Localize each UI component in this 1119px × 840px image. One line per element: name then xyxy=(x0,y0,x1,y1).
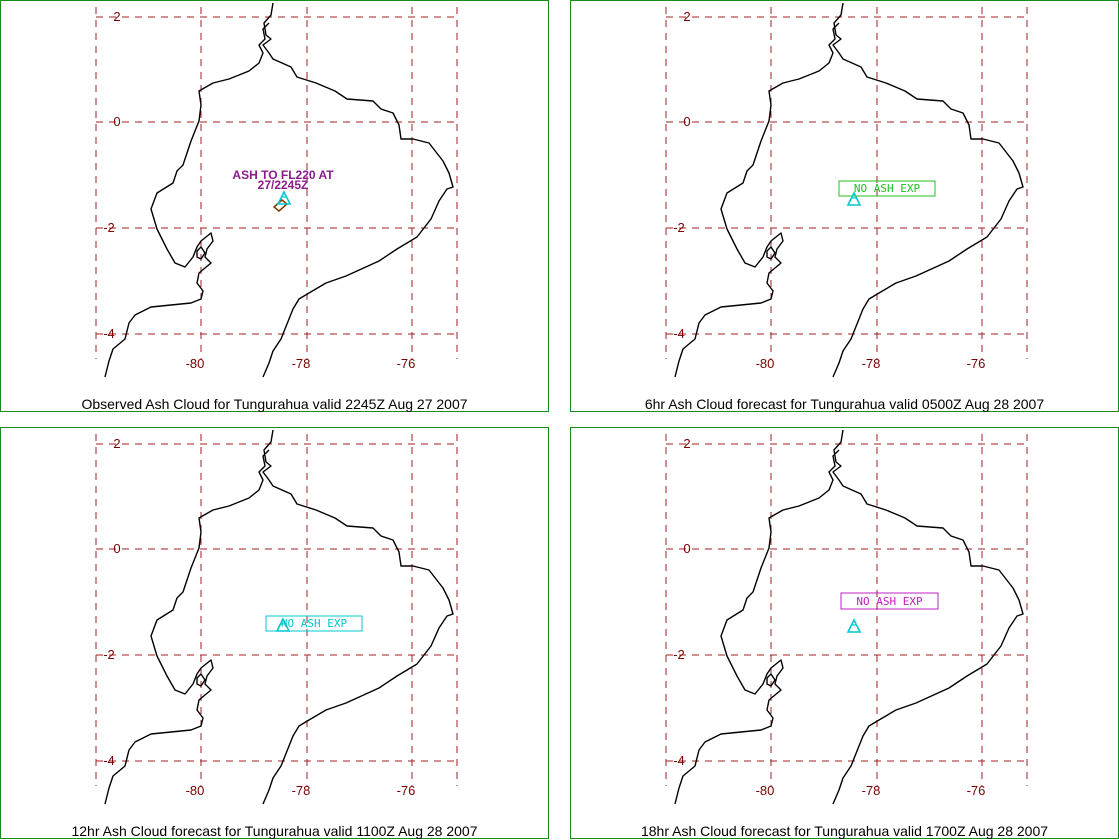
ash-annotation-line: 27/2245Z xyxy=(258,178,309,192)
lat-tick-label: -2 xyxy=(103,647,115,662)
lat-tick-label: -4 xyxy=(673,326,685,341)
map-canvas: 2 0 -2 -4 -80 -78 -76 NO ASH EXP xyxy=(665,429,1028,805)
island-outline xyxy=(766,246,776,260)
lat-tick-label: -2 xyxy=(103,220,115,235)
map-panel-6hr: 2 0 -2 -4 -80 -78 -76 NO ASH EXP 6hr Ash Cloud … xyxy=(570,0,1119,412)
ash-annotation-line: ASH TO FL220 AT xyxy=(232,168,334,182)
lat-tick-label: -4 xyxy=(673,753,685,768)
volcano-icon xyxy=(275,617,291,632)
map-panel-12hr: 2 0 -2 -4 -80 -78 -76 NO ASH EXP 12hr Ash Cloud… xyxy=(0,427,549,839)
lon-tick-label: -80 xyxy=(186,783,205,798)
lon-tick-label: -80 xyxy=(186,356,205,371)
island-outline xyxy=(766,673,776,687)
lat-tick-label: 2 xyxy=(683,9,690,24)
lat-tick-label: 0 xyxy=(683,541,690,556)
ash-annotation-text: NO ASH EXP xyxy=(856,595,923,608)
coastline xyxy=(674,429,1024,805)
lon-tick-label: -78 xyxy=(862,783,881,798)
panel-caption: 18hr Ash Cloud forecast for Tungurahua v… xyxy=(640,823,1049,839)
map-canvas: 2 0 -2 -4 -80 -78 -76 NO ASH EXP xyxy=(95,429,458,805)
map-panel-18hr: 2 0 -2 -4 -80 -78 -76 NO ASH EXP 18hr Ash Cloud… xyxy=(570,427,1119,839)
lat-tick-label: 2 xyxy=(683,436,690,451)
lat-tick-label: 2 xyxy=(113,436,120,451)
coastline xyxy=(674,2,1024,378)
map-canvas: 2 0 -2 -4 -80 -78 -76 NO ASH EXP xyxy=(665,2,1028,378)
coastline xyxy=(104,2,454,378)
lat-tick-label: 0 xyxy=(113,541,120,556)
lon-tick-label: -80 xyxy=(756,783,775,798)
lat-lon-grid xyxy=(665,7,1028,359)
volcano-icon xyxy=(846,191,862,206)
lat-tick-label: -4 xyxy=(103,326,115,341)
ash-annotation-text: NO ASH EXP xyxy=(854,182,921,195)
map-panel-observed: 2 0 -2 -4 -80 -78 -76 ASH TO FL220 AT 27/2245Z O… xyxy=(0,0,549,412)
panel-caption: 6hr Ash Cloud forecast for Tungurahua va… xyxy=(644,396,1045,412)
lat-tick-label: 0 xyxy=(113,114,120,129)
lat-tick-label: 0 xyxy=(683,114,690,129)
lon-tick-label: -80 xyxy=(756,356,775,371)
lat-tick-label: -2 xyxy=(673,220,685,235)
annotation-box xyxy=(265,615,363,632)
volcano-icon xyxy=(276,190,292,205)
lon-tick-label: -78 xyxy=(292,783,311,798)
lat-tick-label: -4 xyxy=(103,753,115,768)
lat-tick-label: 2 xyxy=(113,9,120,24)
lat-tick-label: -2 xyxy=(673,647,685,662)
ash-annotation-text: NO ASH EXP xyxy=(281,617,348,630)
ash-cloud-polygon xyxy=(272,199,289,212)
volcano-icon xyxy=(846,618,862,633)
lon-tick-label: -76 xyxy=(397,783,416,798)
annotation-box xyxy=(838,180,936,197)
lon-tick-label: -78 xyxy=(862,356,881,371)
island-outline xyxy=(196,246,206,260)
lon-tick-label: -76 xyxy=(967,783,986,798)
panel-caption: 12hr Ash Cloud forecast for Tungurahua v… xyxy=(71,823,478,839)
lon-tick-label: -76 xyxy=(967,356,986,371)
lon-tick-label: -76 xyxy=(397,356,416,371)
panel-caption: Observed Ash Cloud for Tungurahua valid … xyxy=(81,396,468,412)
annotation-box xyxy=(840,592,939,610)
lon-tick-label: -78 xyxy=(292,356,311,371)
island-outline xyxy=(196,673,206,687)
coastline xyxy=(104,429,454,805)
